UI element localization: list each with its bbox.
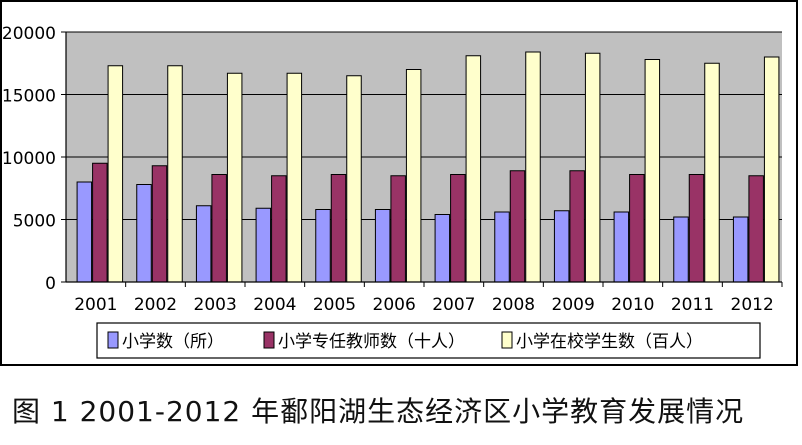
bar-series-2-2006 <box>390 175 406 283</box>
x-tick-label: 2010 <box>611 295 654 315</box>
x-tick-label: 2004 <box>253 295 296 315</box>
y-tick-label: 5000 <box>13 212 56 232</box>
bar-series-3-2011 <box>704 62 720 283</box>
bar-series-2-2001 <box>92 162 108 283</box>
legend-label: 小学在校学生数（百人） <box>516 332 703 352</box>
legend-swatch <box>107 331 119 349</box>
bar-series-3-2006 <box>405 69 422 283</box>
x-tick-label: 2012 <box>731 295 774 315</box>
bar-series-2-2011 <box>688 174 705 283</box>
bar-series-3-2003 <box>226 72 243 283</box>
bar-series-1-2011 <box>673 216 689 283</box>
bar-series-1-2002 <box>136 184 152 283</box>
bar-series-2-2012 <box>748 175 764 283</box>
bar-series-3-2001 <box>107 65 124 283</box>
bar-series-1-2008 <box>494 211 510 283</box>
x-tick-label: 2007 <box>432 295 475 315</box>
bar-series-2-2004 <box>271 175 287 283</box>
bar-series-1-2004 <box>255 207 272 283</box>
bar-series-2-2008 <box>509 170 526 283</box>
bar-series-3-2009 <box>584 52 601 283</box>
legend-swatch <box>501 331 513 349</box>
bar-series-1-2007 <box>434 214 451 283</box>
bar-series-1-2003 <box>195 205 212 283</box>
x-tick-label: 2002 <box>134 295 177 315</box>
y-tick-label: 0 <box>45 274 56 294</box>
bar-series-1-2010 <box>613 211 630 283</box>
x-tick-labels: 2001 2002 2003 2004 2005 2006 2007 2008 2009 2010… <box>74 282 783 315</box>
legend-swatch <box>263 331 275 349</box>
bar-series-2-2007 <box>450 174 466 283</box>
bar-series-1-2012 <box>732 216 749 283</box>
chart-frame: 0 5000 10000 15000 20000 2001 2002 2003 2004 200… <box>0 0 798 366</box>
bar-series-1-2009 <box>553 210 570 283</box>
bar-series-2-2009 <box>569 170 585 283</box>
legend: 小学数（所） 小学专任教师数（十人） 小学在校学生数（百人） <box>96 322 761 359</box>
x-tick-label: 2001 <box>74 295 117 315</box>
x-tick-label: 2008 <box>492 295 535 315</box>
bar-series-1-2006 <box>374 209 391 283</box>
bar-series-2-2010 <box>629 174 645 283</box>
figure-caption: 图 1 2001-2012 年鄱阳湖生态经济区小学教育发展情况 <box>12 395 745 428</box>
bar-series-2-2002 <box>151 165 168 283</box>
bar-series-2-2003 <box>211 174 227 283</box>
bar-series-3-2004 <box>286 72 303 283</box>
x-tick-label: 2005 <box>313 295 356 315</box>
y-tick-label: 20000 <box>2 24 56 44</box>
x-tick-label: 2009 <box>552 295 595 315</box>
y-tick-label: 10000 <box>2 149 56 169</box>
gridlines <box>66 31 782 220</box>
bar-series-3-2012 <box>763 56 780 283</box>
x-tick-label: 2003 <box>194 295 237 315</box>
bar-series-3-2005 <box>346 75 362 283</box>
y-tick-label: 15000 <box>2 87 56 107</box>
bar-series-3-2008 <box>525 51 541 283</box>
legend-label: 小学数（所） <box>122 332 224 352</box>
x-tick-label: 2011 <box>671 295 714 315</box>
bars <box>76 51 780 283</box>
bar-series-3-2007 <box>465 55 482 283</box>
bar-series-3-2010 <box>644 59 661 283</box>
bar-series-1-2005 <box>315 209 331 283</box>
bar-series-2-2005 <box>330 174 347 283</box>
legend-box <box>96 322 761 359</box>
x-tick-label: 2006 <box>373 295 416 315</box>
legend-label: 小学专任教师数（十人） <box>278 332 465 352</box>
bar-series-3-2002 <box>167 65 183 283</box>
y-tick-labels: 0 5000 10000 15000 20000 <box>2 24 66 294</box>
bar-series-1-2001 <box>76 181 93 283</box>
